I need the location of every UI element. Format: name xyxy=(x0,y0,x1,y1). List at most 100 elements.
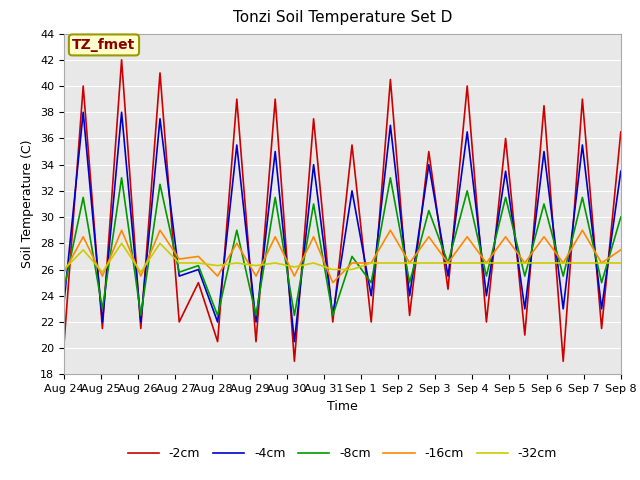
-4cm xyxy=(310,162,317,168)
-8cm xyxy=(233,228,241,233)
-8cm xyxy=(79,194,87,200)
-16cm xyxy=(195,253,202,259)
-2cm xyxy=(444,286,452,292)
-16cm xyxy=(425,234,433,240)
-2cm xyxy=(137,325,145,331)
Line: -4cm: -4cm xyxy=(64,112,621,342)
-8cm xyxy=(60,286,68,292)
-16cm xyxy=(329,280,337,286)
-2cm xyxy=(156,70,164,76)
Line: -16cm: -16cm xyxy=(64,230,621,283)
-8cm xyxy=(406,280,413,286)
-4cm xyxy=(60,300,68,305)
-2cm xyxy=(598,325,605,331)
-32cm xyxy=(425,260,433,266)
-32cm xyxy=(483,260,490,266)
-8cm xyxy=(444,260,452,266)
-8cm xyxy=(156,181,164,187)
-4cm xyxy=(348,188,356,194)
-8cm xyxy=(348,253,356,259)
-4cm xyxy=(406,293,413,299)
-4cm xyxy=(483,293,490,299)
-16cm xyxy=(617,247,625,253)
-4cm xyxy=(233,142,241,148)
-8cm xyxy=(463,188,471,194)
-32cm xyxy=(214,263,221,268)
-2cm xyxy=(118,57,125,63)
-2cm xyxy=(271,96,279,102)
-8cm xyxy=(502,194,509,200)
-8cm xyxy=(214,312,221,318)
-8cm xyxy=(521,273,529,279)
-32cm xyxy=(463,260,471,266)
-2cm xyxy=(463,83,471,89)
-16cm xyxy=(291,273,298,279)
-4cm xyxy=(99,319,106,325)
-2cm xyxy=(195,280,202,286)
-32cm xyxy=(79,247,87,253)
Line: -2cm: -2cm xyxy=(64,60,621,361)
-2cm xyxy=(99,325,106,331)
-8cm xyxy=(483,273,490,279)
-8cm xyxy=(617,214,625,220)
-16cm xyxy=(559,260,567,266)
-2cm xyxy=(367,319,375,325)
-2cm xyxy=(483,319,490,325)
-2cm xyxy=(252,339,260,345)
-2cm xyxy=(521,332,529,338)
-2cm xyxy=(559,359,567,364)
-32cm xyxy=(60,267,68,273)
-8cm xyxy=(598,280,605,286)
-2cm xyxy=(233,96,241,102)
-4cm xyxy=(195,267,202,273)
-4cm xyxy=(521,306,529,312)
-8cm xyxy=(99,306,106,312)
-2cm xyxy=(406,312,413,318)
-4cm xyxy=(579,142,586,148)
-32cm xyxy=(329,267,337,273)
-2cm xyxy=(79,83,87,89)
-2cm xyxy=(502,135,509,141)
-8cm xyxy=(175,269,183,275)
X-axis label: Time: Time xyxy=(327,400,358,413)
-4cm xyxy=(387,122,394,128)
-2cm xyxy=(214,339,221,345)
-32cm xyxy=(99,269,106,275)
-32cm xyxy=(175,260,183,266)
-16cm xyxy=(137,273,145,279)
-4cm xyxy=(175,273,183,279)
-16cm xyxy=(444,260,452,266)
-8cm xyxy=(367,280,375,286)
-16cm xyxy=(348,260,356,266)
-32cm xyxy=(348,267,356,273)
Text: TZ_fmet: TZ_fmet xyxy=(72,38,136,52)
-8cm xyxy=(271,194,279,200)
-16cm xyxy=(271,234,279,240)
-4cm xyxy=(367,293,375,299)
-32cm xyxy=(617,260,625,266)
-2cm xyxy=(579,96,586,102)
-32cm xyxy=(406,260,413,266)
-32cm xyxy=(559,260,567,266)
-32cm xyxy=(521,260,529,266)
-8cm xyxy=(559,273,567,279)
-32cm xyxy=(291,264,298,270)
-32cm xyxy=(598,260,605,266)
Line: -8cm: -8cm xyxy=(64,178,621,315)
-4cm xyxy=(252,319,260,325)
-16cm xyxy=(214,273,221,279)
-4cm xyxy=(463,129,471,135)
Y-axis label: Soil Temperature (C): Soil Temperature (C) xyxy=(22,140,35,268)
-2cm xyxy=(329,319,337,325)
-16cm xyxy=(540,234,548,240)
-8cm xyxy=(387,175,394,180)
-4cm xyxy=(598,306,605,312)
-4cm xyxy=(214,319,221,325)
-8cm xyxy=(540,201,548,207)
-2cm xyxy=(175,319,183,325)
-16cm xyxy=(483,260,490,266)
-16cm xyxy=(310,234,317,240)
-16cm xyxy=(175,256,183,262)
Legend: -2cm, -4cm, -8cm, -16cm, -32cm: -2cm, -4cm, -8cm, -16cm, -32cm xyxy=(123,442,562,465)
-32cm xyxy=(156,240,164,246)
